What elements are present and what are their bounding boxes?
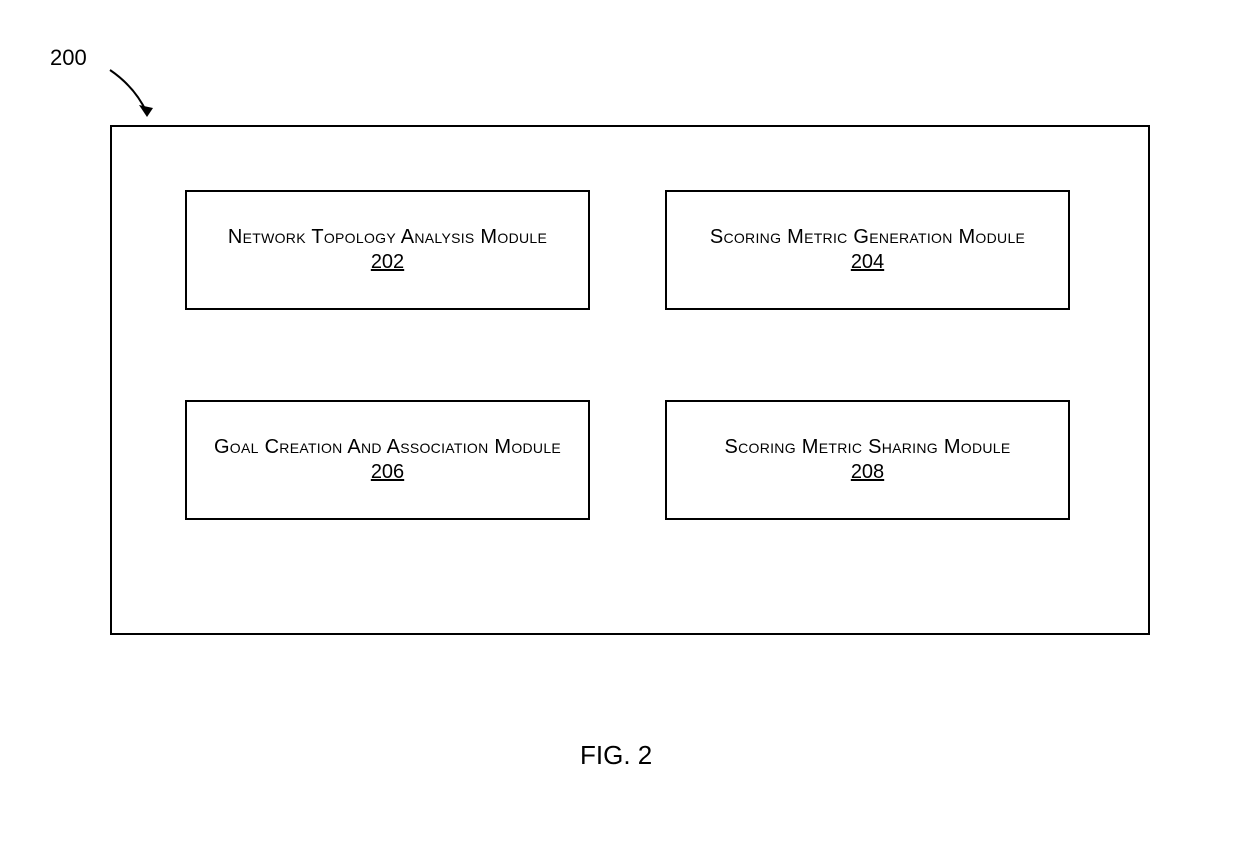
module-title: Scoring Metric Sharing Module [724, 436, 1010, 459]
module-number: 204 [851, 251, 884, 274]
diagram-canvas: 200 Network Topology Analysis Module 202… [0, 0, 1240, 845]
reference-label: 200 [50, 45, 87, 71]
module-scoring-metric-sharing: Scoring Metric Sharing Module 208 [665, 400, 1070, 520]
module-goal-creation-association: Goal Creation And Association Module 206 [185, 400, 590, 520]
module-number: 208 [851, 461, 884, 484]
module-number: 206 [371, 461, 404, 484]
module-title: Network Topology Analysis Module [228, 226, 547, 249]
module-scoring-metric-generation: Scoring Metric Generation Module 204 [665, 190, 1070, 310]
module-title: Goal Creation And Association Module [214, 436, 561, 459]
figure-caption: FIG. 2 [580, 740, 652, 771]
module-number: 202 [371, 251, 404, 274]
module-network-topology-analysis: Network Topology Analysis Module 202 [185, 190, 590, 310]
module-title: Scoring Metric Generation Module [710, 226, 1025, 249]
reference-arrow-icon [95, 55, 175, 135]
